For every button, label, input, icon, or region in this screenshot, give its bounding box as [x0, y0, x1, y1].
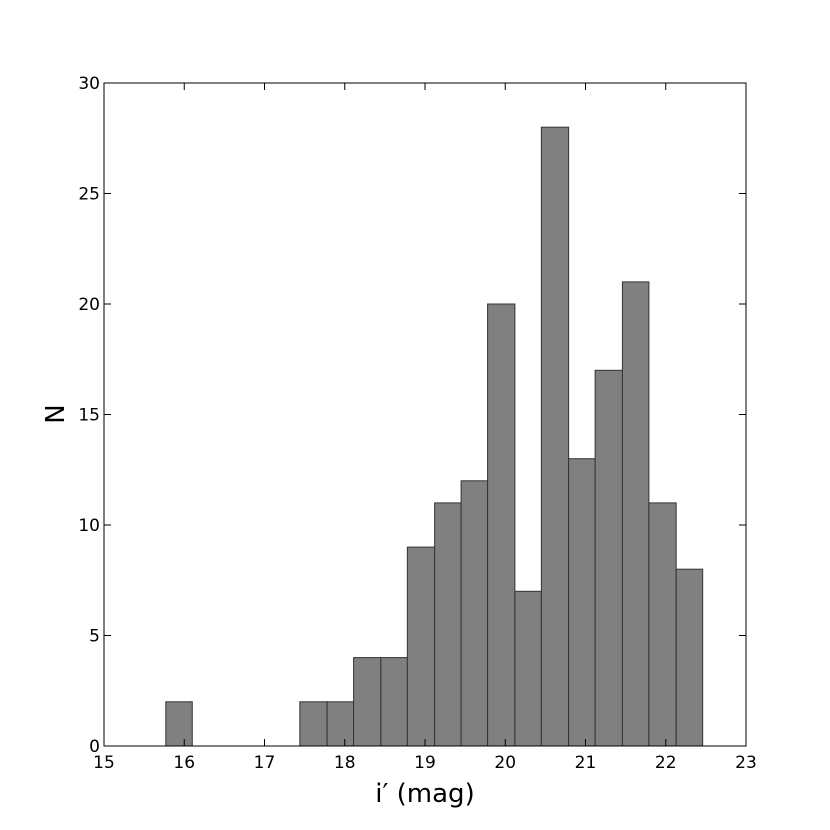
bar [675, 568, 704, 747]
bar [514, 590, 542, 747]
x-tick-label: 21 [575, 753, 597, 773]
bar [568, 458, 596, 747]
bar [434, 502, 462, 747]
y-tick-label: 30 [78, 74, 100, 94]
bar [460, 480, 489, 747]
x-tick-label: 15 [93, 753, 115, 773]
bar [353, 657, 382, 747]
bar [299, 701, 328, 747]
bar [165, 701, 193, 747]
bar [326, 701, 355, 747]
y-tick-label: 20 [78, 295, 100, 315]
bar [621, 281, 650, 747]
bar [380, 657, 408, 747]
y-tick-label: 15 [78, 406, 100, 426]
bar [406, 546, 436, 747]
x-tick-label: 19 [414, 753, 436, 773]
bar [540, 126, 570, 747]
x-tick-label: 17 [254, 753, 276, 773]
bar [594, 369, 623, 747]
y-tick-label: 5 [89, 627, 100, 647]
bar [648, 502, 677, 747]
x-tick-label: 18 [334, 753, 356, 773]
x-tick-label: 23 [735, 753, 757, 773]
x-tick-label: 16 [173, 753, 195, 773]
y-tick-label: 0 [89, 737, 100, 757]
y-tick-label: 10 [78, 516, 100, 536]
y-tick-label: 25 [78, 185, 100, 205]
x-axis-label: i′ (mag) [375, 779, 474, 809]
x-tick-label: 20 [494, 753, 516, 773]
x-tick-label: 22 [655, 753, 677, 773]
y-axis-label: N [41, 404, 71, 423]
bar [487, 303, 516, 747]
